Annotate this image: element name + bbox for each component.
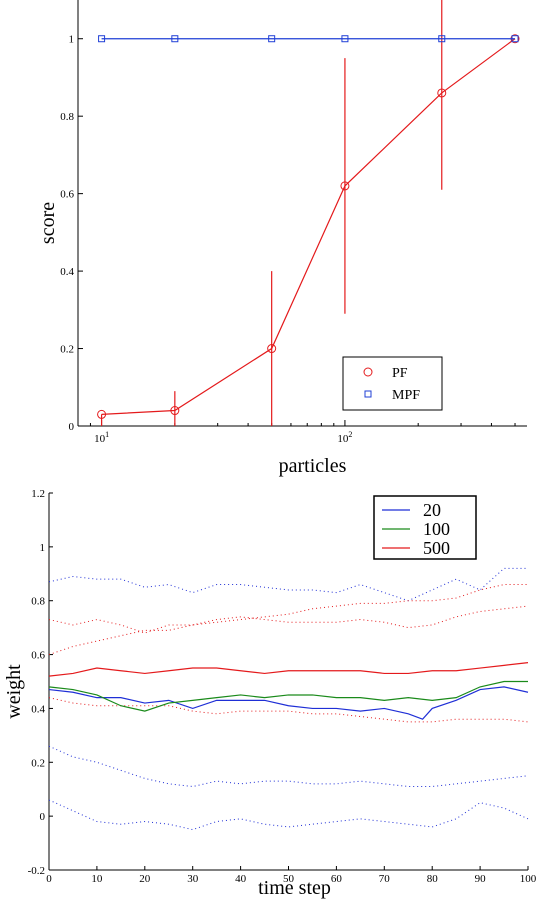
x-tick-base: 10 (94, 433, 106, 445)
data-point (267, 344, 277, 354)
legend-marker (364, 390, 372, 398)
y-tick-label: 0.8 (31, 596, 45, 608)
dotted-series-line (48, 567, 528, 602)
dotted-series-line (48, 605, 529, 634)
legend-label: 100 (423, 519, 450, 539)
series-pf (97, 0, 520, 426)
series-line-20 (48, 686, 529, 720)
legend: PF MPF (342, 356, 443, 411)
y-tick-label: 0.4 (60, 266, 74, 278)
series-mpf (98, 35, 519, 43)
data-point (170, 406, 180, 416)
data-point (171, 35, 179, 43)
dotted-series-line (48, 745, 529, 788)
x-tick-label: 50 (283, 873, 295, 885)
y-tick-label: 0.8 (60, 111, 74, 123)
legend-label: MPF (392, 388, 420, 403)
data-point (340, 181, 350, 191)
y-tick-label: 0.6 (60, 189, 74, 201)
x-tick-label: 70 (379, 873, 391, 885)
legend-marker (363, 367, 373, 377)
weight-chart: -0.200.20.40.60.811.20 10 20 30 40 50 60 70 80 90… (3, 488, 537, 899)
data-point (437, 88, 447, 98)
x-tick-label: 100 (520, 873, 537, 885)
x-axis-label: time step (258, 877, 331, 899)
x-tick-label: 90 (475, 873, 487, 885)
data-point (511, 35, 519, 43)
y-tick-label: 1 (40, 542, 46, 554)
data-point (438, 35, 446, 43)
x-tick-label: 30 (187, 873, 199, 885)
y-tick-label: 0.2 (60, 344, 74, 356)
legend-label: 500 (423, 538, 450, 558)
x-tick-label: 80 (427, 873, 439, 885)
y-tick-label: 0 (69, 421, 75, 433)
x-tick-label: 40 (235, 873, 247, 885)
y-axis-label: weight (3, 664, 25, 719)
legend-box (342, 356, 443, 411)
x-tick-label: 0 (46, 873, 52, 885)
series-line-100 (48, 680, 528, 712)
y-tick-label: 0.6 (31, 650, 45, 662)
x-axis-label: particles (279, 455, 347, 477)
x-tick-base: 10 (337, 433, 349, 445)
series-line (101, 38, 516, 415)
data-point (97, 409, 107, 419)
y-tick-label: 0.2 (31, 757, 45, 769)
x-tick-label: 20 (139, 873, 151, 885)
series-line-500 (48, 662, 529, 677)
dotted-series-line (48, 799, 529, 831)
data-point (98, 35, 106, 43)
data-point (341, 35, 349, 43)
x-tick-label: 102 (337, 430, 352, 445)
y-tick-label: 0.4 (31, 703, 45, 715)
legend-label: PF (392, 366, 408, 381)
y-tick-label: 1 (69, 34, 75, 46)
dotted-series-line (48, 584, 528, 656)
x-tick-label: 60 (331, 873, 343, 885)
y-axis-label: score (37, 202, 59, 244)
dotted-series-line (48, 697, 529, 723)
data-point (268, 35, 276, 43)
y-tick-label: 0 (40, 811, 46, 823)
y-tick-label: -0.2 (28, 865, 45, 877)
legend-label: 20 (423, 500, 441, 520)
x-tick-exponent: 1 (105, 430, 109, 439)
x-tick-label: 101 (94, 430, 109, 445)
x-tick-exponent: 2 (348, 430, 352, 439)
x-tick-label: 10 (91, 873, 103, 885)
y-tick-label: 1.2 (31, 488, 45, 500)
